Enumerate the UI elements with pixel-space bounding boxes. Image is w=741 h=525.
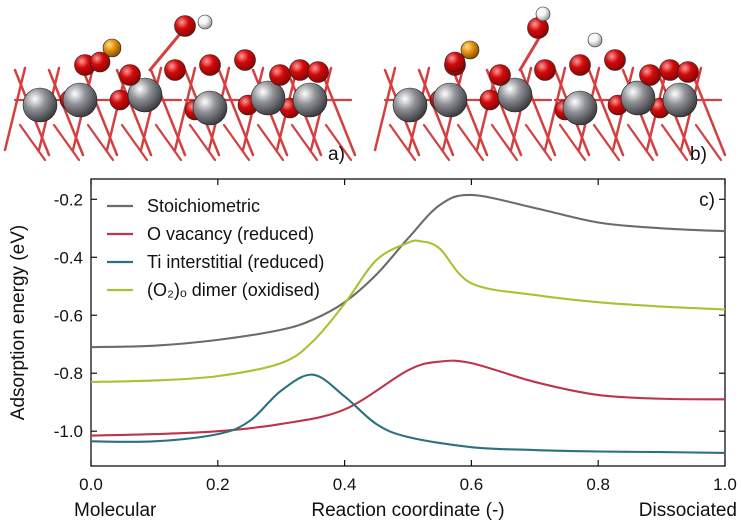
oxygen-atom — [307, 61, 329, 83]
bond-line — [18, 123, 47, 162]
oxygen-atom — [289, 59, 311, 81]
legend-label: Ti interstitial (reduced) — [147, 252, 324, 272]
hydrogen-atom — [587, 32, 603, 48]
panel-a-molecular-structure — [3, 14, 357, 162]
y-tick-label: -0.4 — [54, 248, 83, 267]
bond-line — [592, 123, 621, 162]
oxygen-atom — [164, 59, 186, 81]
titanium-atom — [432, 82, 468, 118]
oxygen-atom — [677, 61, 699, 83]
bond-line — [456, 123, 485, 162]
y-tick-label: -0.6 — [54, 306, 83, 325]
oxygen-atom — [89, 51, 111, 73]
plot-frame — [90, 178, 726, 467]
oxygen-atom — [109, 89, 131, 111]
series-line-3 — [90, 373, 726, 454]
series-line-1 — [90, 193, 726, 349]
adsorbate-oxygen-atom — [174, 15, 196, 37]
panel-a-label: a) — [328, 144, 345, 165]
oxygen-atom — [119, 64, 141, 86]
x-axis-label: Reaction coordinate (-) — [311, 500, 504, 521]
panel-b-dissociated-structure — [373, 6, 727, 162]
titanium-atom — [662, 82, 698, 118]
x-tick-label: 0.6 — [460, 475, 484, 494]
bond-line — [154, 123, 183, 162]
y-tick-label: -0.2 — [54, 190, 83, 209]
y-tick-label: -0.8 — [54, 364, 83, 383]
bond-line — [52, 123, 81, 162]
bond-line — [558, 123, 587, 162]
highlight-oxygen-atom — [460, 40, 480, 60]
bond-line — [490, 123, 519, 162]
bond-line — [388, 123, 417, 162]
x-tick-label: 0.2 — [206, 475, 230, 494]
oxygen-atom — [659, 59, 681, 81]
bond-line — [222, 123, 251, 162]
x-start-label: Molecular — [74, 500, 157, 521]
titanium-atom — [22, 87, 58, 123]
oxygen-atom — [569, 54, 591, 76]
oxygen-atom — [489, 64, 511, 86]
y-tick-label: -1.0 — [54, 422, 83, 441]
legend-label: Stoichiometric — [147, 196, 260, 216]
panel-b-label: b) — [690, 144, 707, 165]
bond-line — [86, 123, 115, 162]
x-tick-label: 0.0 — [79, 475, 103, 494]
highlight-oxygen-atom — [102, 38, 122, 58]
titanium-atom — [192, 90, 228, 126]
hydrogen-atom — [535, 6, 551, 22]
bond-line — [120, 123, 149, 162]
bond-line — [290, 123, 319, 162]
bond-line — [3, 66, 27, 152]
legend-label: O vacancy (reduced) — [147, 224, 314, 244]
titanium-atom — [562, 90, 598, 126]
bond-line — [256, 123, 285, 162]
bond-line — [422, 123, 451, 162]
energy-chart: 0.0 0.2 0.4 0.6 0.8 1.0 -0.2 -0.4 -0.6 -0.8 -1.0 Re… — [8, 178, 737, 521]
oxygen-atom — [534, 59, 556, 81]
bond-line — [324, 123, 353, 162]
oxygen-atom — [199, 54, 221, 76]
legend-label: (O₂)ₒ dimer (oxidised) — [147, 280, 320, 300]
x-tick-label: 0.4 — [333, 475, 357, 494]
titanium-atom — [127, 77, 163, 113]
panel-c-label: c) — [699, 190, 715, 211]
series-line-4 — [90, 239, 726, 383]
x-tick-label: 1.0 — [713, 475, 737, 494]
titanium-atom — [392, 87, 428, 123]
bond-line — [188, 123, 217, 162]
oxygen-atom — [604, 49, 626, 71]
titanium-atom — [497, 77, 533, 113]
oxygen-atom — [444, 51, 466, 73]
bond-line — [694, 123, 723, 162]
oxygen-atom — [639, 64, 661, 86]
bond-line — [373, 66, 397, 152]
bond-line — [626, 123, 655, 162]
hydrogen-atom — [197, 14, 213, 30]
titanium-atom — [250, 80, 286, 116]
x-tick-label: 0.8 — [586, 475, 610, 494]
x-end-label: Dissociated — [639, 500, 737, 521]
bond-line — [524, 123, 553, 162]
titanium-atom — [62, 82, 98, 118]
titanium-atom — [292, 82, 328, 118]
y-axis-label: Adsorption energy (eV) — [8, 225, 29, 420]
series-line-2 — [90, 359, 726, 437]
oxygen-atom — [234, 49, 256, 71]
titanium-atom — [620, 80, 656, 116]
bond-line — [660, 123, 689, 162]
oxygen-atom — [479, 89, 501, 111]
oxygen-atom — [269, 64, 291, 86]
